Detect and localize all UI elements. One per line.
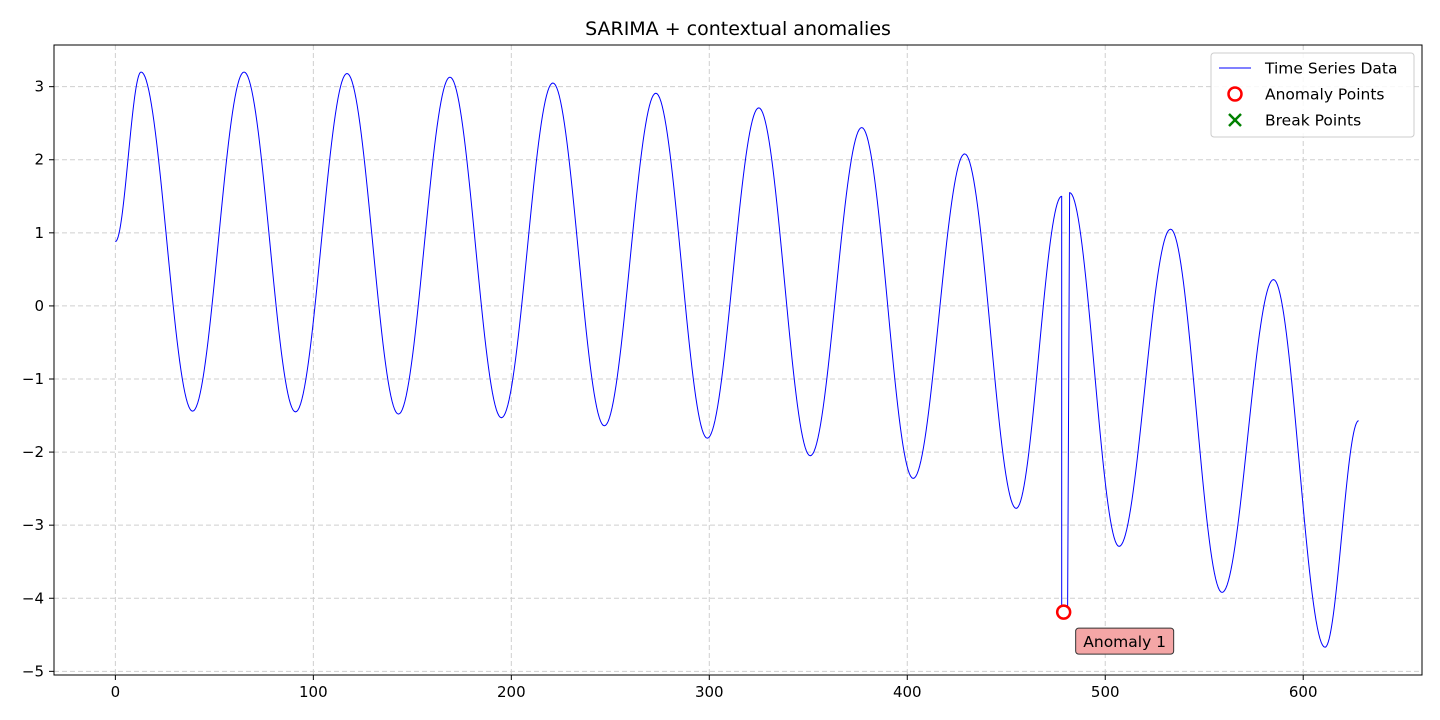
x-tick-label: 0 [111,683,121,701]
x-tick-label: 600 [1289,683,1318,701]
y-tick-label: −5 [22,662,44,680]
annotation-label: Anomaly 1 [1083,633,1166,651]
y-tick-label: 0 [34,297,44,315]
legend: Time Series Data Anomaly Points Break Poin… [1210,52,1415,138]
legend-box [1210,52,1415,138]
anomaly-marker [1055,604,1072,620]
legend-label: Anomaly Points [1265,86,1384,104]
y-tick-label: 2 [34,151,44,169]
series-line [115,71,1359,648]
plot-frame [53,44,1423,676]
x-tick-label: 500 [1091,683,1120,701]
x-tick-label: 300 [695,683,724,701]
x-tick-label: 100 [299,683,328,701]
anomaly-layer: Anomaly 1 [1055,604,1175,655]
series-layer [115,71,1359,648]
legend-label: Time Series Data [1264,60,1397,78]
chart-title: SARIMA + contextual anomalies [585,18,891,40]
x-tick-label: 200 [497,683,526,701]
y-tick-label: −1 [22,370,44,388]
legend-label: Break Points [1265,112,1361,130]
y-tick-label: −2 [22,443,44,461]
x-tick-label: 400 [893,683,922,701]
legend-x-icon [1228,113,1242,127]
y-tick-label: −4 [22,589,44,607]
grid [54,45,1422,675]
legend-circle-icon [1227,86,1243,102]
y-tick-label: 3 [34,78,44,96]
y-tick-label: −3 [22,516,44,534]
annotation-box [1075,627,1175,655]
y-tick-label: 1 [34,224,44,242]
axis-ticks: 0 100 200 300 400 500 600 −5 −4 −3 −2 −1 0 1 2 3 [22,78,1318,701]
